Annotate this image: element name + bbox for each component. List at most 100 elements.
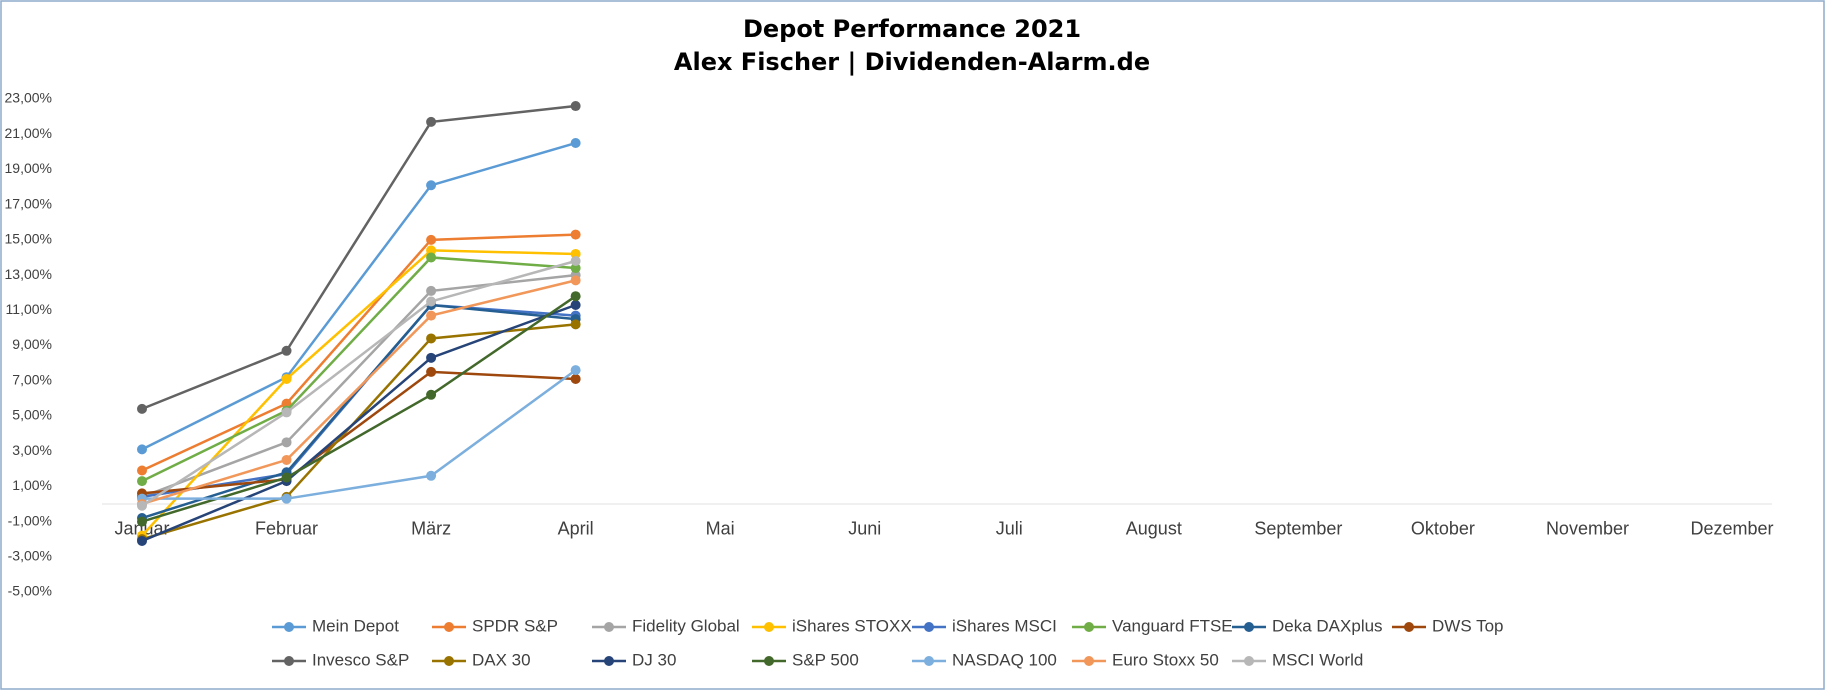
x-tick-label: Oktober <box>1411 519 1475 539</box>
data-point <box>426 310 437 321</box>
data-point <box>570 275 581 286</box>
y-tick-label: 23,00% <box>5 90 52 106</box>
data-point <box>570 365 581 376</box>
data-point <box>281 345 292 356</box>
data-point <box>281 454 292 465</box>
data-point <box>570 101 581 112</box>
data-point <box>137 500 147 511</box>
data-point <box>426 116 437 127</box>
legend-marker <box>444 656 454 666</box>
series-line <box>141 279 576 506</box>
y-tick-label: 19,00% <box>5 160 52 176</box>
x-tick-label: Dezember <box>1690 519 1773 539</box>
data-point <box>570 263 581 274</box>
y-tick-label: 7,00% <box>12 371 52 387</box>
data-point <box>281 373 292 384</box>
data-point <box>137 535 147 546</box>
data-point <box>137 403 147 414</box>
legend-marker <box>284 656 294 666</box>
x-tick-label: September <box>1254 519 1342 539</box>
y-tick-label: 13,00% <box>5 266 52 282</box>
y-tick-label: 17,00% <box>5 195 52 211</box>
legend-label: DWS Top <box>1432 616 1504 635</box>
legend-marker <box>764 656 774 666</box>
series-line <box>141 303 577 543</box>
legend-marker <box>284 622 294 632</box>
y-tick-label: 1,00% <box>12 477 52 493</box>
data-point <box>281 398 292 409</box>
data-point <box>426 285 437 296</box>
series-line <box>141 259 576 507</box>
data-point <box>570 229 581 240</box>
data-point <box>426 470 437 481</box>
data-point <box>281 407 292 418</box>
legend-marker <box>604 622 614 632</box>
legend-marker <box>444 622 454 632</box>
legend-label: Invesco S&P <box>312 650 409 669</box>
x-tick-label: Juni <box>848 519 881 539</box>
x-tick-label: November <box>1546 519 1629 539</box>
data-point <box>570 319 581 330</box>
data-point <box>137 465 147 476</box>
x-tick-label: Mai <box>706 519 735 539</box>
legend-marker <box>1244 656 1254 666</box>
data-point <box>426 252 437 263</box>
series-line <box>141 370 576 495</box>
data-point <box>426 234 437 245</box>
legend-label: Fidelity Global <box>632 616 740 635</box>
y-tick-label: 11,00% <box>6 301 52 317</box>
legend-marker <box>1404 622 1414 632</box>
data-point <box>137 476 147 487</box>
x-tick-label: April <box>558 519 594 539</box>
legend-marker <box>764 622 774 632</box>
data-point <box>281 437 292 448</box>
data-point <box>137 516 147 527</box>
series-line <box>141 249 576 537</box>
y-tick-label: 3,00% <box>12 442 52 458</box>
legend-label: DAX 30 <box>472 650 531 669</box>
legend-label: S&P 500 <box>792 650 859 669</box>
data-point <box>570 248 581 259</box>
legend-label: SPDR S&P <box>472 616 558 635</box>
data-point <box>570 138 581 149</box>
y-tick-label: 9,00% <box>12 336 52 352</box>
chart-title: Depot Performance 2021 <box>743 15 1081 43</box>
data-point <box>426 296 437 307</box>
legend-label: DJ 30 <box>632 650 676 669</box>
data-point <box>426 180 437 191</box>
data-point <box>426 352 437 363</box>
legend-label: NASDAQ 100 <box>952 650 1057 669</box>
chart-subtitle: Alex Fischer | Dividenden-Alarm.de <box>674 48 1150 76</box>
series-line <box>141 104 576 411</box>
legend-label: Mein Depot <box>312 616 399 635</box>
data-point <box>426 366 437 377</box>
series-line <box>142 369 577 500</box>
legend-label: iShares MSCI <box>952 616 1057 635</box>
x-tick-label: August <box>1126 519 1182 539</box>
y-tick-label: -1,00% <box>8 512 52 528</box>
series-line <box>141 141 576 451</box>
y-tick-label: 15,00% <box>5 231 52 247</box>
legend-marker <box>924 622 934 632</box>
series-line <box>141 256 576 483</box>
legend-marker <box>924 656 934 666</box>
legend-marker <box>604 656 614 666</box>
y-tick-label: -5,00% <box>8 583 52 599</box>
data-point <box>570 291 581 302</box>
data-point <box>426 333 437 344</box>
y-tick-label: -3,00% <box>8 547 52 563</box>
legend-marker <box>1084 656 1094 666</box>
legend-label: Deka DAXplus <box>1272 616 1383 635</box>
legend-label: iShares STOXX <box>792 616 912 635</box>
legend-label: Euro Stoxx 50 <box>1112 650 1219 669</box>
x-tick-label: Januar <box>114 519 169 539</box>
legend-marker <box>1084 622 1094 632</box>
data-point <box>570 373 581 384</box>
x-tick-label: Juli <box>996 519 1023 539</box>
data-point <box>426 245 437 256</box>
y-tick-label: 21,00% <box>5 125 52 141</box>
series-line <box>141 233 576 472</box>
data-point <box>281 493 292 504</box>
